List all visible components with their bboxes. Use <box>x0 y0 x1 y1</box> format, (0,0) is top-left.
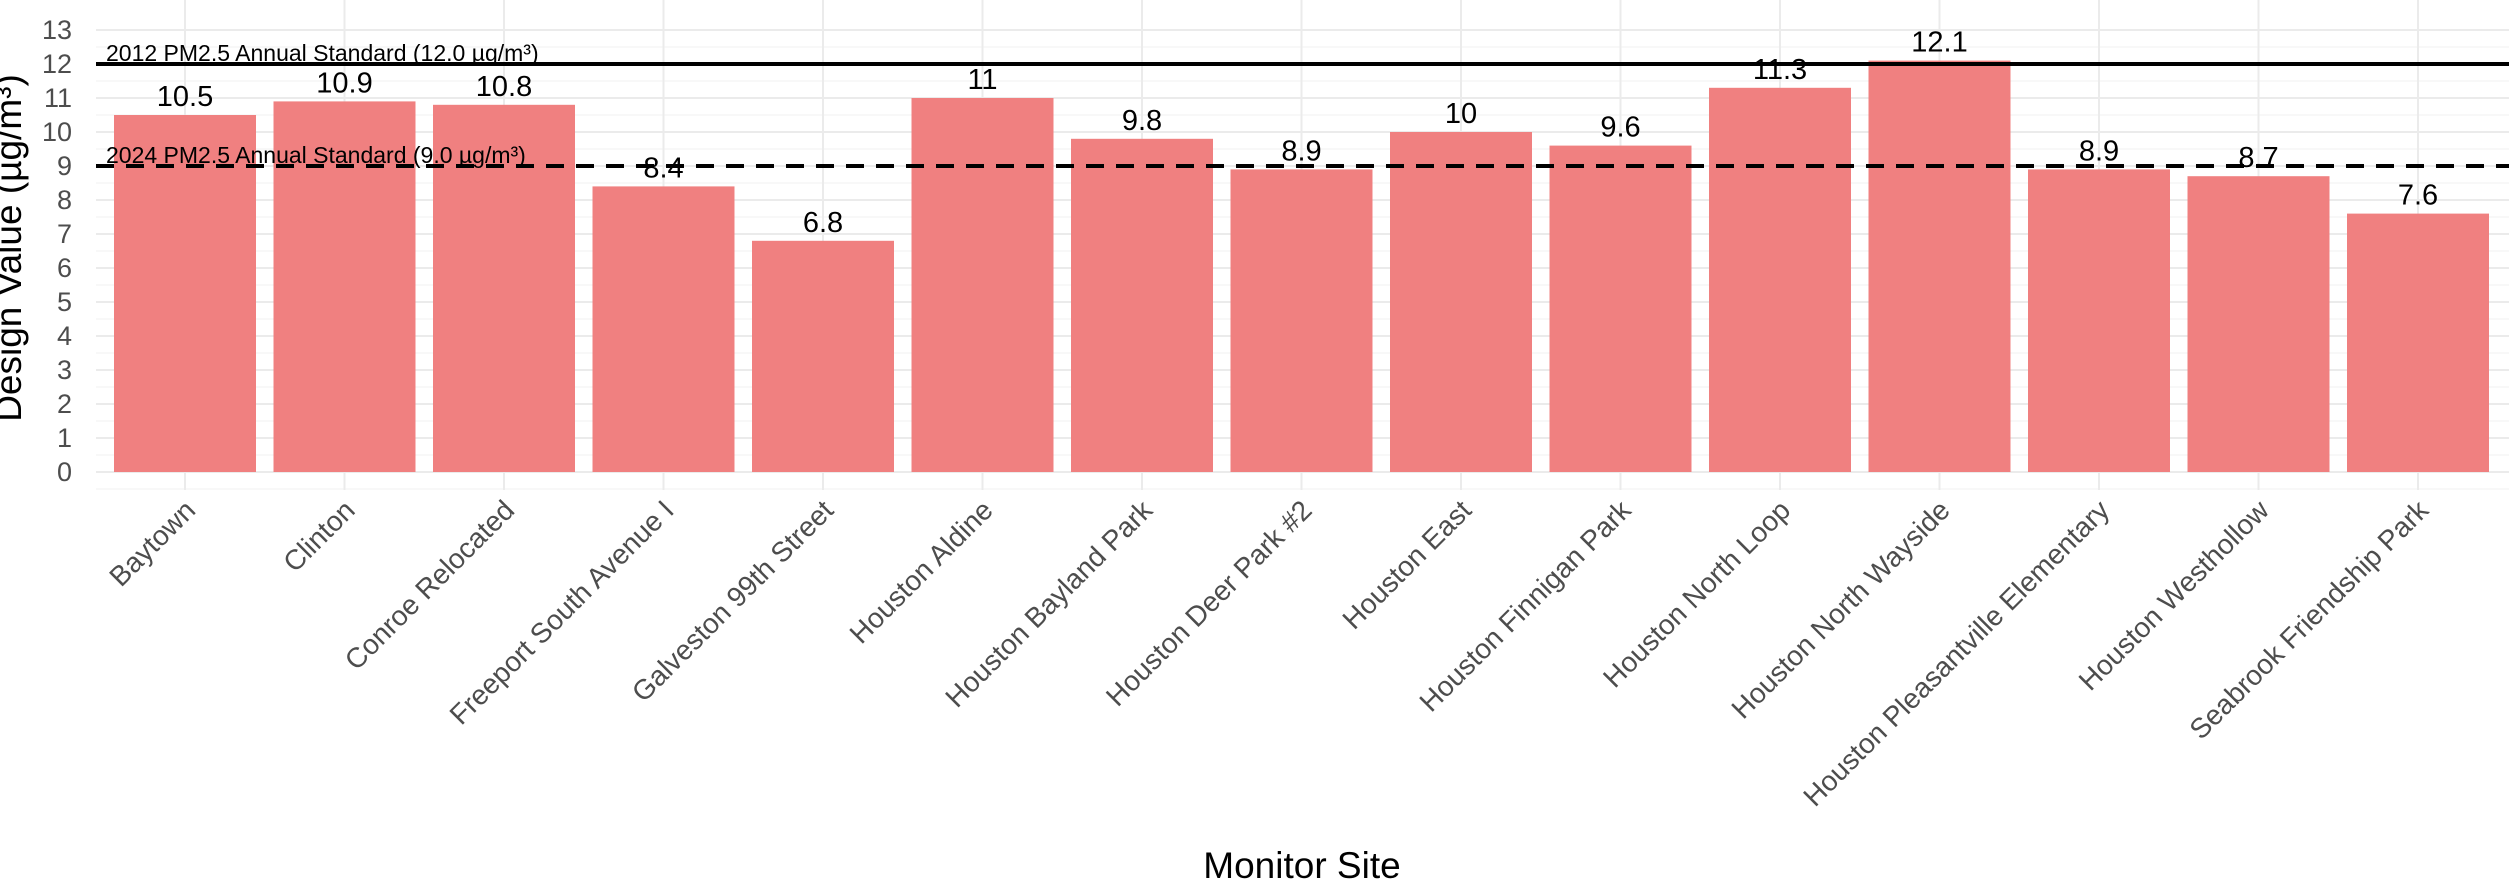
bar <box>911 98 1054 472</box>
y-tick-label: 8 <box>57 185 72 215</box>
value-labels: 10.5 10.9 10.8 8.4 6.8 11 9.8 8.9 10 9.6 11.3 12.1 8… <box>157 27 2438 239</box>
bar <box>2187 176 2330 472</box>
y-tick-label: 1 <box>57 423 72 453</box>
bar-value-label: 8.9 <box>1281 135 1321 167</box>
bar <box>2347 213 2489 472</box>
bar <box>1390 132 1532 472</box>
bar-value-label: 6.8 <box>803 207 843 239</box>
bar-value-label: 8.9 <box>2079 135 2119 167</box>
bar <box>592 186 735 472</box>
y-tick-label: 4 <box>57 321 72 351</box>
bars <box>114 60 2489 473</box>
bar <box>273 101 416 473</box>
y-tick-label: 7 <box>57 219 72 249</box>
reference-lines: 2012 PM2.5 Annual Standard (12.0 µg/m³) 2… <box>96 40 2509 168</box>
bar <box>2028 169 2170 472</box>
y-tick-label: 9 <box>57 151 72 181</box>
bar-value-label: 11 <box>967 64 997 96</box>
y-tick-label: 11 <box>44 83 72 113</box>
bar <box>1549 145 1692 472</box>
y-tick-label: 12 <box>42 49 72 79</box>
bar-value-label: 9.8 <box>1122 105 1162 137</box>
bar-value-label: 9.6 <box>1600 112 1640 144</box>
y-axis-title: Design Value (µg/m³) <box>0 74 29 422</box>
bar-value-label: 8.7 <box>2238 142 2278 174</box>
bar <box>1071 138 1213 473</box>
y-tick-label: 6 <box>57 253 72 283</box>
x-axis-title: Monitor Site <box>1203 845 1400 886</box>
bar-value-label: 10.9 <box>316 67 372 99</box>
bar-value-label: 10.8 <box>476 71 532 103</box>
y-tick-label: 10 <box>42 117 72 147</box>
bar-value-label: 12.1 <box>1911 27 1967 59</box>
bar <box>1709 87 1851 473</box>
bar <box>114 115 256 472</box>
y-tick-label: 0 <box>57 457 72 487</box>
bar-value-label: 10 <box>1445 98 1477 130</box>
y-tick-label: 13 <box>42 15 72 45</box>
bar <box>1230 169 1373 472</box>
bar-value-label: 10.5 <box>157 81 213 113</box>
reference-line-label: 2012 PM2.5 Annual Standard (12.0 µg/m³) <box>106 40 539 66</box>
bar <box>1868 60 2011 472</box>
y-tick-label: 3 <box>57 355 72 385</box>
bar-value-label: 7.6 <box>2398 180 2438 212</box>
bar-value-label: 8.4 <box>643 152 683 184</box>
reference-line-label: 2024 PM2.5 Annual Standard (9.0 µg/m³) <box>106 142 526 168</box>
y-tick-label: 5 <box>57 287 72 317</box>
bar-value-label: 11.3 <box>1753 54 1807 86</box>
bar <box>752 240 894 472</box>
y-tick-label: 2 <box>57 389 72 419</box>
